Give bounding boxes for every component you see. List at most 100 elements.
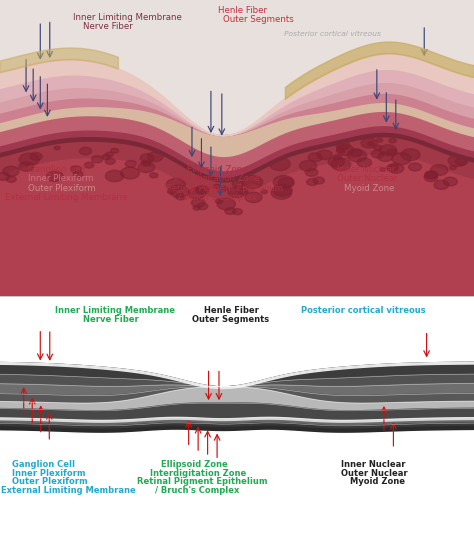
Circle shape — [368, 142, 374, 146]
Circle shape — [425, 171, 437, 179]
Text: Nerve Fiber: Nerve Fiber — [83, 315, 139, 324]
Circle shape — [6, 176, 16, 182]
Text: Inner Plexiform: Inner Plexiform — [28, 174, 94, 183]
Text: Henle Fiber: Henle Fiber — [204, 306, 259, 316]
Circle shape — [91, 156, 103, 163]
Circle shape — [273, 176, 294, 188]
Text: Inner Nuclear: Inner Nuclear — [337, 164, 395, 174]
Text: External Limiting Membrane: External Limiting Membrane — [5, 193, 127, 202]
Circle shape — [349, 149, 362, 157]
Circle shape — [392, 153, 411, 165]
Text: Posterior cortical vitreous: Posterior cortical vitreous — [284, 31, 381, 37]
Circle shape — [378, 152, 392, 162]
Circle shape — [245, 192, 262, 202]
Circle shape — [305, 169, 318, 176]
Circle shape — [225, 208, 236, 214]
Circle shape — [188, 188, 205, 199]
Circle shape — [105, 152, 113, 157]
Circle shape — [105, 158, 115, 164]
Text: Nerve Fiber: Nerve Fiber — [83, 22, 133, 31]
Circle shape — [46, 171, 63, 182]
Circle shape — [73, 171, 83, 177]
Circle shape — [313, 177, 324, 184]
Circle shape — [424, 173, 438, 182]
Circle shape — [307, 178, 318, 186]
Circle shape — [334, 154, 341, 160]
Text: External Limiting Membrane: External Limiting Membrane — [1, 486, 136, 495]
Circle shape — [269, 158, 290, 170]
Text: Outer Segments: Outer Segments — [223, 15, 293, 24]
Text: Interdigitation Zone: Interdigitation Zone — [174, 174, 260, 183]
Circle shape — [0, 172, 10, 181]
Circle shape — [19, 153, 39, 165]
Text: / Bruch's Complex: / Bruch's Complex — [178, 193, 256, 202]
Circle shape — [166, 178, 185, 190]
Circle shape — [261, 190, 267, 194]
Text: Henle Fiber: Henle Fiber — [218, 6, 267, 15]
Text: Inner Plexiform: Inner Plexiform — [12, 468, 85, 478]
Circle shape — [425, 171, 438, 178]
Circle shape — [450, 165, 456, 170]
Circle shape — [167, 189, 175, 194]
Circle shape — [54, 146, 60, 150]
Circle shape — [170, 185, 189, 197]
Circle shape — [19, 162, 34, 171]
Circle shape — [278, 178, 294, 188]
Circle shape — [150, 173, 158, 178]
Circle shape — [84, 162, 94, 168]
Circle shape — [193, 206, 200, 210]
Text: Inner Limiting Membrane: Inner Limiting Membrane — [73, 14, 182, 22]
Circle shape — [308, 153, 322, 162]
Circle shape — [195, 186, 209, 194]
Text: / Bruch's Complex: / Bruch's Complex — [155, 486, 240, 495]
Circle shape — [336, 141, 350, 150]
Circle shape — [175, 194, 186, 200]
Circle shape — [448, 155, 467, 166]
Circle shape — [120, 167, 139, 179]
Circle shape — [387, 149, 397, 156]
Circle shape — [328, 157, 345, 167]
Circle shape — [105, 170, 124, 182]
Circle shape — [30, 153, 42, 160]
Text: Interdigitation Zone: Interdigitation Zone — [150, 468, 246, 478]
Circle shape — [376, 138, 383, 143]
Text: Retinal Pigment Epithelium: Retinal Pigment Epithelium — [166, 183, 283, 193]
Text: Ganglion Cell: Ganglion Cell — [28, 164, 86, 174]
Circle shape — [220, 186, 228, 191]
Circle shape — [300, 160, 317, 171]
Circle shape — [217, 198, 236, 210]
Circle shape — [80, 147, 91, 155]
Circle shape — [3, 166, 19, 176]
Circle shape — [380, 145, 397, 156]
Circle shape — [374, 145, 382, 150]
Circle shape — [191, 199, 205, 207]
Circle shape — [388, 164, 404, 173]
Circle shape — [197, 203, 208, 209]
Circle shape — [125, 160, 137, 168]
Circle shape — [111, 149, 118, 153]
Circle shape — [102, 154, 110, 159]
Circle shape — [337, 148, 345, 153]
Circle shape — [347, 150, 367, 162]
Text: Posterior cortical vitreous: Posterior cortical vitreous — [301, 306, 426, 316]
Circle shape — [317, 150, 332, 159]
Circle shape — [233, 208, 242, 215]
Circle shape — [361, 138, 377, 148]
Circle shape — [142, 160, 151, 166]
Text: Inner Nuclear: Inner Nuclear — [341, 460, 406, 469]
Circle shape — [140, 154, 154, 163]
Circle shape — [409, 163, 421, 171]
Text: Inner Limiting Membrane: Inner Limiting Membrane — [55, 306, 174, 316]
Text: Outer Nuclear: Outer Nuclear — [341, 468, 408, 478]
Circle shape — [232, 181, 244, 188]
Text: Ellipsoid Zone: Ellipsoid Zone — [161, 460, 228, 469]
Text: Outer Plexiform: Outer Plexiform — [28, 183, 96, 193]
Circle shape — [271, 186, 292, 199]
Circle shape — [380, 168, 386, 171]
Text: Myoid Zone: Myoid Zone — [344, 183, 394, 193]
Text: Retinal Pigment Epithelium: Retinal Pigment Epithelium — [137, 477, 268, 486]
Text: Outer Segments: Outer Segments — [192, 315, 269, 324]
Circle shape — [389, 138, 397, 143]
Circle shape — [430, 165, 448, 176]
Circle shape — [434, 180, 449, 189]
